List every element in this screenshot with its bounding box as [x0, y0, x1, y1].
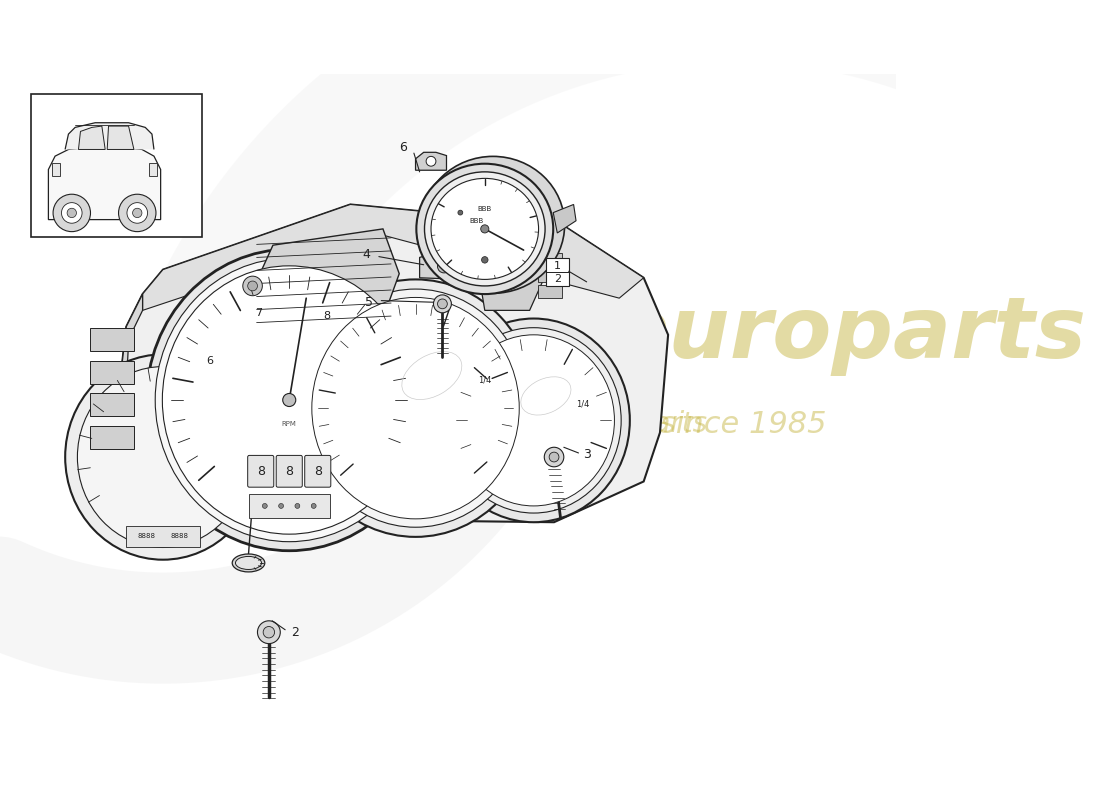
Circle shape	[53, 194, 90, 232]
Circle shape	[67, 208, 77, 218]
Circle shape	[481, 225, 488, 233]
Ellipse shape	[232, 554, 265, 572]
Polygon shape	[253, 229, 399, 326]
Circle shape	[283, 394, 296, 406]
Text: 8: 8	[323, 310, 330, 321]
Ellipse shape	[235, 557, 262, 570]
Text: 3: 3	[583, 448, 591, 461]
Ellipse shape	[425, 172, 546, 286]
Text: 2: 2	[292, 626, 299, 638]
Ellipse shape	[163, 266, 416, 534]
Ellipse shape	[438, 318, 630, 522]
Text: 5: 5	[365, 296, 373, 309]
Polygon shape	[107, 126, 134, 150]
Bar	[126, 526, 199, 546]
Ellipse shape	[65, 354, 261, 560]
Ellipse shape	[431, 178, 539, 279]
Polygon shape	[416, 152, 447, 170]
Circle shape	[126, 202, 147, 223]
Ellipse shape	[311, 298, 519, 519]
Circle shape	[119, 194, 156, 232]
Polygon shape	[481, 245, 544, 310]
Text: 1: 1	[553, 261, 561, 270]
Text: 1/4: 1/4	[478, 375, 492, 384]
Circle shape	[549, 452, 559, 462]
Text: RPM: RPM	[282, 422, 297, 427]
Ellipse shape	[421, 156, 564, 294]
Circle shape	[248, 281, 257, 291]
Text: 2: 2	[553, 274, 561, 283]
Circle shape	[295, 503, 300, 508]
Ellipse shape	[146, 250, 432, 550]
Bar	[249, 494, 330, 518]
Text: 8: 8	[256, 465, 265, 478]
Bar	[546, 258, 569, 286]
Polygon shape	[106, 205, 668, 522]
Polygon shape	[65, 122, 154, 150]
Bar	[89, 394, 134, 416]
Polygon shape	[143, 205, 644, 310]
Circle shape	[278, 503, 284, 508]
Ellipse shape	[155, 258, 424, 542]
Ellipse shape	[453, 335, 615, 506]
Bar	[89, 328, 134, 351]
Text: 8888: 8888	[138, 533, 156, 539]
Text: 4: 4	[363, 249, 371, 262]
Circle shape	[133, 208, 142, 218]
Text: BBB: BBB	[470, 218, 484, 224]
Bar	[52, 163, 59, 176]
Polygon shape	[48, 147, 161, 220]
Bar	[89, 361, 134, 384]
Circle shape	[243, 276, 263, 296]
Text: 7: 7	[255, 307, 263, 318]
Text: BBB: BBB	[477, 206, 492, 211]
Circle shape	[438, 260, 451, 273]
Text: a passion for parts: a passion for parts	[448, 410, 707, 438]
Bar	[538, 285, 562, 298]
Circle shape	[62, 202, 82, 223]
Ellipse shape	[295, 279, 536, 537]
Text: 8: 8	[314, 465, 322, 478]
Polygon shape	[106, 294, 143, 506]
Text: 6: 6	[206, 356, 213, 366]
Circle shape	[458, 210, 463, 215]
Text: 8: 8	[285, 465, 294, 478]
Ellipse shape	[304, 289, 527, 527]
Circle shape	[433, 295, 451, 313]
Ellipse shape	[447, 328, 622, 513]
Circle shape	[263, 626, 275, 638]
Ellipse shape	[77, 366, 249, 547]
FancyBboxPatch shape	[248, 455, 274, 487]
Text: since 1985: since 1985	[660, 410, 826, 439]
Text: 1/4: 1/4	[576, 399, 590, 409]
Polygon shape	[78, 126, 106, 150]
Circle shape	[426, 156, 436, 166]
Text: europarts: europarts	[612, 294, 1087, 376]
FancyBboxPatch shape	[305, 455, 331, 487]
Text: 8888: 8888	[170, 533, 188, 539]
Polygon shape	[419, 252, 473, 279]
Circle shape	[263, 503, 267, 508]
Circle shape	[311, 503, 316, 508]
Ellipse shape	[416, 164, 553, 294]
Circle shape	[438, 299, 448, 309]
Polygon shape	[553, 205, 576, 233]
FancyBboxPatch shape	[276, 455, 303, 487]
Text: 6: 6	[399, 141, 407, 154]
Bar	[148, 163, 156, 176]
Circle shape	[544, 447, 564, 467]
Bar	[538, 253, 562, 266]
Bar	[31, 94, 202, 237]
Circle shape	[482, 257, 488, 263]
Bar	[538, 269, 562, 282]
Bar	[89, 426, 134, 449]
Circle shape	[257, 621, 280, 644]
